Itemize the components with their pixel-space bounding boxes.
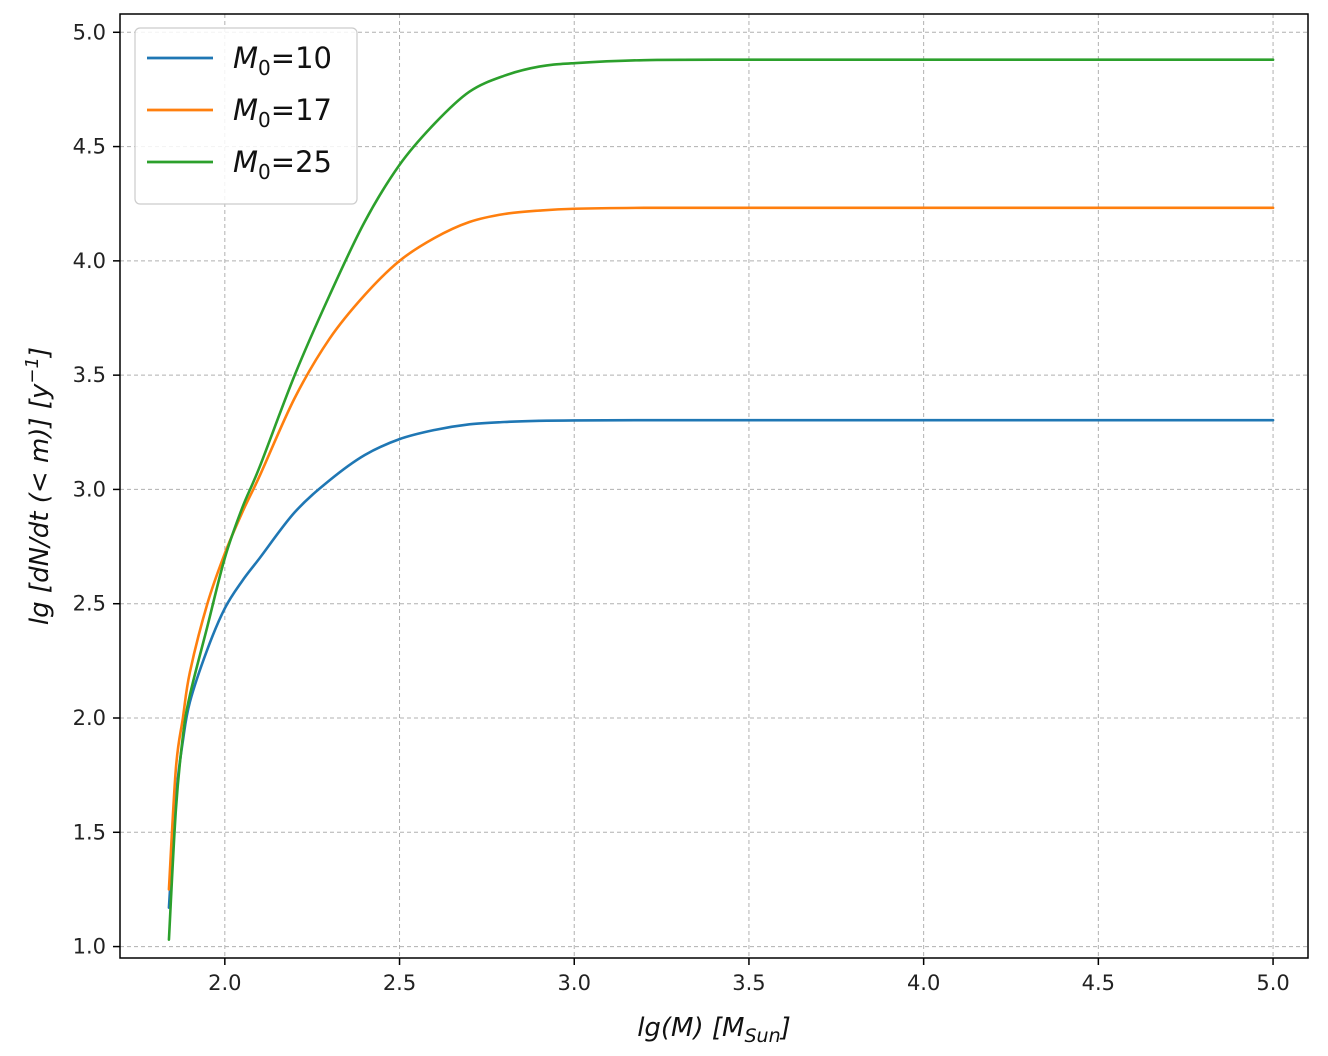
legend-label-3: M0=25 [233, 145, 332, 184]
y-tick-label: 4.0 [73, 249, 106, 273]
x-axis-label: lg(M) [MSun] [637, 1013, 791, 1047]
x-tick-label: 4.0 [907, 971, 940, 995]
y-tick-label: 1.5 [73, 820, 106, 844]
y-tick-label: 4.5 [73, 135, 106, 159]
legend-box [134, 27, 358, 205]
legend: M0=10 M0=17 M0=25 [134, 27, 358, 205]
x-tick-label: 2.5 [383, 971, 416, 995]
y-axis-label: lg [dN/dt (< m)] [y−1] [22, 347, 55, 625]
legend-label-1: M0=10 [233, 41, 332, 80]
series-layer [167, 58, 1275, 942]
series-line-3 [167, 58, 1275, 942]
series-line-1 [167, 418, 1275, 910]
x-tick-label: 4.5 [1082, 971, 1115, 995]
x-tick-label: 5.0 [1256, 971, 1289, 995]
x-axis: 2.0 2.5 3.0 3.5 4.0 4.5 5.0 [208, 958, 1290, 995]
y-axis: 1.0 1.5 2.0 2.5 3.0 3.5 4.0 4.5 5.0 [73, 20, 120, 959]
y-tick-label: 2.0 [73, 706, 106, 730]
x-tick-label: 2.0 [208, 971, 241, 995]
y-tick-label: 1.0 [73, 935, 106, 959]
series-line-2 [167, 206, 1275, 891]
y-tick-label: 5.0 [73, 20, 106, 44]
x-tick-label: 3.0 [558, 971, 591, 995]
x-tick-label: 3.5 [732, 971, 765, 995]
y-tick-label: 3.5 [73, 363, 106, 387]
y-tick-label: 2.5 [73, 592, 106, 616]
legend-label-2: M0=17 [233, 93, 332, 132]
plot-frame [119, 13, 1309, 959]
y-tick-label: 3.0 [73, 477, 106, 501]
